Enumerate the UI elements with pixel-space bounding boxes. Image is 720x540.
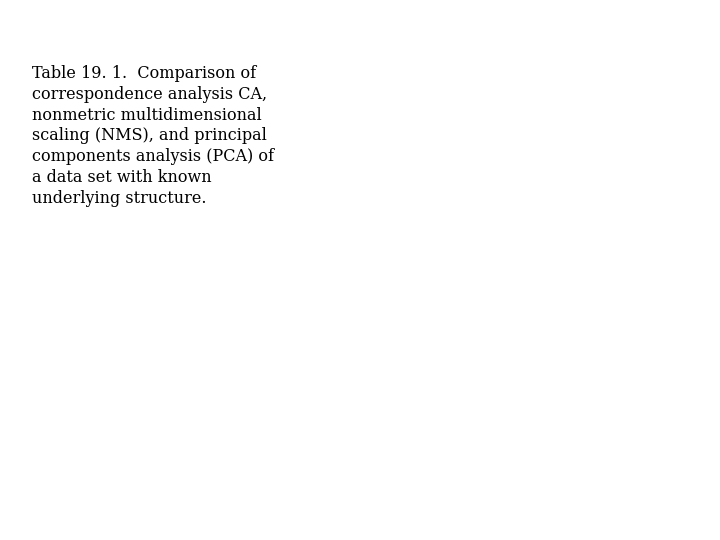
Text: Table 19. 1.  Comparison of
correspondence analysis CA,
nonmetric multidimension: Table 19. 1. Comparison of correspondenc… bbox=[32, 65, 274, 207]
